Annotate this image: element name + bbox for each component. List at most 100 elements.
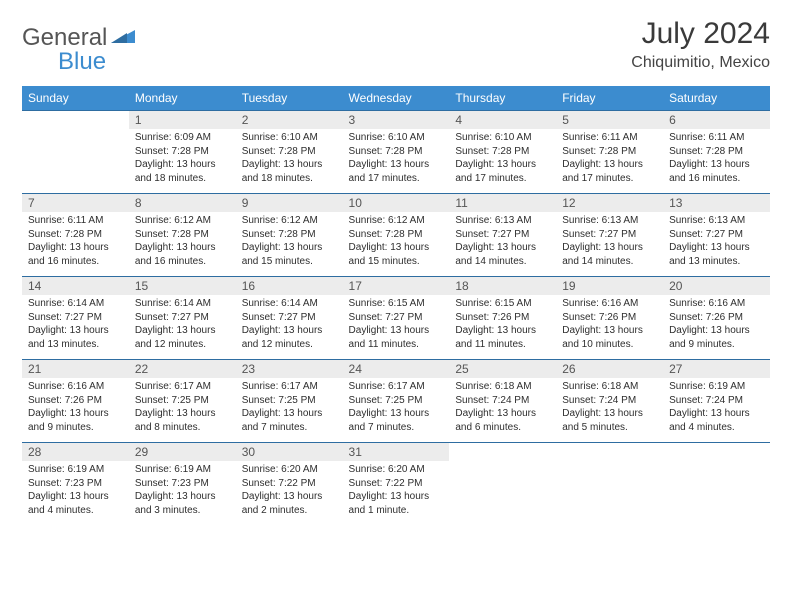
sunset-line: Sunset: 7:24 PM [669,394,764,408]
sunset-line: Sunset: 7:22 PM [242,477,337,491]
calendar-cell: 15Sunrise: 6:14 AMSunset: 7:27 PMDayligh… [129,277,236,360]
calendar-cell: 13Sunrise: 6:13 AMSunset: 7:27 PMDayligh… [663,194,770,277]
calendar-cell: 11Sunrise: 6:13 AMSunset: 7:27 PMDayligh… [449,194,556,277]
daylight-line: Daylight: 13 hours and 18 minutes. [242,158,337,185]
sunrise-line: Sunrise: 6:10 AM [455,131,550,145]
day-number: 25 [449,360,556,378]
day-body: Sunrise: 6:10 AMSunset: 7:28 PMDaylight:… [343,129,450,189]
day-number: 22 [129,360,236,378]
day-number: 20 [663,277,770,295]
daylight-line: Daylight: 13 hours and 4 minutes. [669,407,764,434]
sunset-line: Sunset: 7:28 PM [455,145,550,159]
day-number: 13 [663,194,770,212]
daylight-line: Daylight: 13 hours and 13 minutes. [669,241,764,268]
calendar-cell: 18Sunrise: 6:15 AMSunset: 7:26 PMDayligh… [449,277,556,360]
sunset-line: Sunset: 7:28 PM [349,228,444,242]
sunset-line: Sunset: 7:28 PM [135,228,230,242]
sunrise-line: Sunrise: 6:19 AM [28,463,123,477]
sunrise-line: Sunrise: 6:16 AM [562,297,657,311]
calendar-cell: 5Sunrise: 6:11 AMSunset: 7:28 PMDaylight… [556,111,663,194]
sunset-line: Sunset: 7:28 PM [562,145,657,159]
sunrise-line: Sunrise: 6:10 AM [349,131,444,145]
calendar-cell: 16Sunrise: 6:14 AMSunset: 7:27 PMDayligh… [236,277,343,360]
day-body: Sunrise: 6:13 AMSunset: 7:27 PMDaylight:… [449,212,556,272]
title-block: July 2024 Chiquimitio, Mexico [631,18,770,72]
calendar-week-row: 7Sunrise: 6:11 AMSunset: 7:28 PMDaylight… [22,194,770,277]
logo-word-blue: Blue [58,48,106,75]
day-number: 26 [556,360,663,378]
day-header: Sunday [22,86,129,111]
calendar-cell [22,111,129,194]
sunset-line: Sunset: 7:26 PM [562,311,657,325]
sunset-line: Sunset: 7:22 PM [349,477,444,491]
sunset-line: Sunset: 7:28 PM [28,228,123,242]
day-number: 15 [129,277,236,295]
daylight-line: Daylight: 13 hours and 13 minutes. [28,324,123,351]
day-body: Sunrise: 6:16 AMSunset: 7:26 PMDaylight:… [663,295,770,355]
daylight-line: Daylight: 13 hours and 3 minutes. [135,490,230,517]
sunset-line: Sunset: 7:25 PM [135,394,230,408]
header: GeneralBlue July 2024 Chiquimitio, Mexic… [22,18,770,76]
day-number: 3 [343,111,450,129]
calendar-cell: 9Sunrise: 6:12 AMSunset: 7:28 PMDaylight… [236,194,343,277]
day-number: 18 [449,277,556,295]
calendar-table: SundayMondayTuesdayWednesdayThursdayFrid… [22,86,770,525]
day-number: 31 [343,443,450,461]
daylight-line: Daylight: 13 hours and 7 minutes. [349,407,444,434]
day-body: Sunrise: 6:19 AMSunset: 7:23 PMDaylight:… [22,461,129,521]
calendar-cell: 27Sunrise: 6:19 AMSunset: 7:24 PMDayligh… [663,360,770,443]
sunset-line: Sunset: 7:28 PM [349,145,444,159]
sunset-line: Sunset: 7:27 PM [349,311,444,325]
day-body: Sunrise: 6:11 AMSunset: 7:28 PMDaylight:… [22,212,129,272]
day-number: 23 [236,360,343,378]
day-number: 21 [22,360,129,378]
day-body: Sunrise: 6:19 AMSunset: 7:24 PMDaylight:… [663,378,770,438]
day-number: 24 [343,360,450,378]
sunset-line: Sunset: 7:28 PM [669,145,764,159]
calendar-cell: 29Sunrise: 6:19 AMSunset: 7:23 PMDayligh… [129,443,236,526]
sunrise-line: Sunrise: 6:11 AM [28,214,123,228]
day-number: 19 [556,277,663,295]
daylight-line: Daylight: 13 hours and 9 minutes. [669,324,764,351]
calendar-cell: 14Sunrise: 6:14 AMSunset: 7:27 PMDayligh… [22,277,129,360]
calendar-cell: 3Sunrise: 6:10 AMSunset: 7:28 PMDaylight… [343,111,450,194]
calendar-cell: 30Sunrise: 6:20 AMSunset: 7:22 PMDayligh… [236,443,343,526]
daylight-line: Daylight: 13 hours and 11 minutes. [349,324,444,351]
logo-triangle-icon [111,24,137,52]
day-body: Sunrise: 6:16 AMSunset: 7:26 PMDaylight:… [556,295,663,355]
calendar-cell: 1Sunrise: 6:09 AMSunset: 7:28 PMDaylight… [129,111,236,194]
day-body: Sunrise: 6:12 AMSunset: 7:28 PMDaylight:… [343,212,450,272]
day-number: 29 [129,443,236,461]
calendar-cell: 8Sunrise: 6:12 AMSunset: 7:28 PMDaylight… [129,194,236,277]
logo: GeneralBlue [22,18,137,76]
daylight-line: Daylight: 13 hours and 14 minutes. [562,241,657,268]
calendar-cell: 23Sunrise: 6:17 AMSunset: 7:25 PMDayligh… [236,360,343,443]
day-number: 11 [449,194,556,212]
day-number: 4 [449,111,556,129]
calendar-cell: 25Sunrise: 6:18 AMSunset: 7:24 PMDayligh… [449,360,556,443]
sunrise-line: Sunrise: 6:13 AM [669,214,764,228]
day-body: Sunrise: 6:17 AMSunset: 7:25 PMDaylight:… [129,378,236,438]
day-number: 9 [236,194,343,212]
daylight-line: Daylight: 13 hours and 16 minutes. [28,241,123,268]
sunset-line: Sunset: 7:27 PM [455,228,550,242]
daylight-line: Daylight: 13 hours and 15 minutes. [349,241,444,268]
daylight-line: Daylight: 13 hours and 14 minutes. [455,241,550,268]
daylight-line: Daylight: 13 hours and 7 minutes. [242,407,337,434]
day-body: Sunrise: 6:11 AMSunset: 7:28 PMDaylight:… [556,129,663,189]
day-body: Sunrise: 6:14 AMSunset: 7:27 PMDaylight:… [236,295,343,355]
calendar-cell: 19Sunrise: 6:16 AMSunset: 7:26 PMDayligh… [556,277,663,360]
sunrise-line: Sunrise: 6:12 AM [349,214,444,228]
daylight-line: Daylight: 13 hours and 6 minutes. [455,407,550,434]
sunset-line: Sunset: 7:24 PM [562,394,657,408]
sunrise-line: Sunrise: 6:15 AM [349,297,444,311]
day-number: 1 [129,111,236,129]
day-body: Sunrise: 6:19 AMSunset: 7:23 PMDaylight:… [129,461,236,521]
sunset-line: Sunset: 7:25 PM [242,394,337,408]
sunset-line: Sunset: 7:24 PM [455,394,550,408]
calendar-cell [663,443,770,526]
calendar-cell: 17Sunrise: 6:15 AMSunset: 7:27 PMDayligh… [343,277,450,360]
calendar-cell: 4Sunrise: 6:10 AMSunset: 7:28 PMDaylight… [449,111,556,194]
calendar-week-row: 28Sunrise: 6:19 AMSunset: 7:23 PMDayligh… [22,443,770,526]
daylight-line: Daylight: 13 hours and 4 minutes. [28,490,123,517]
